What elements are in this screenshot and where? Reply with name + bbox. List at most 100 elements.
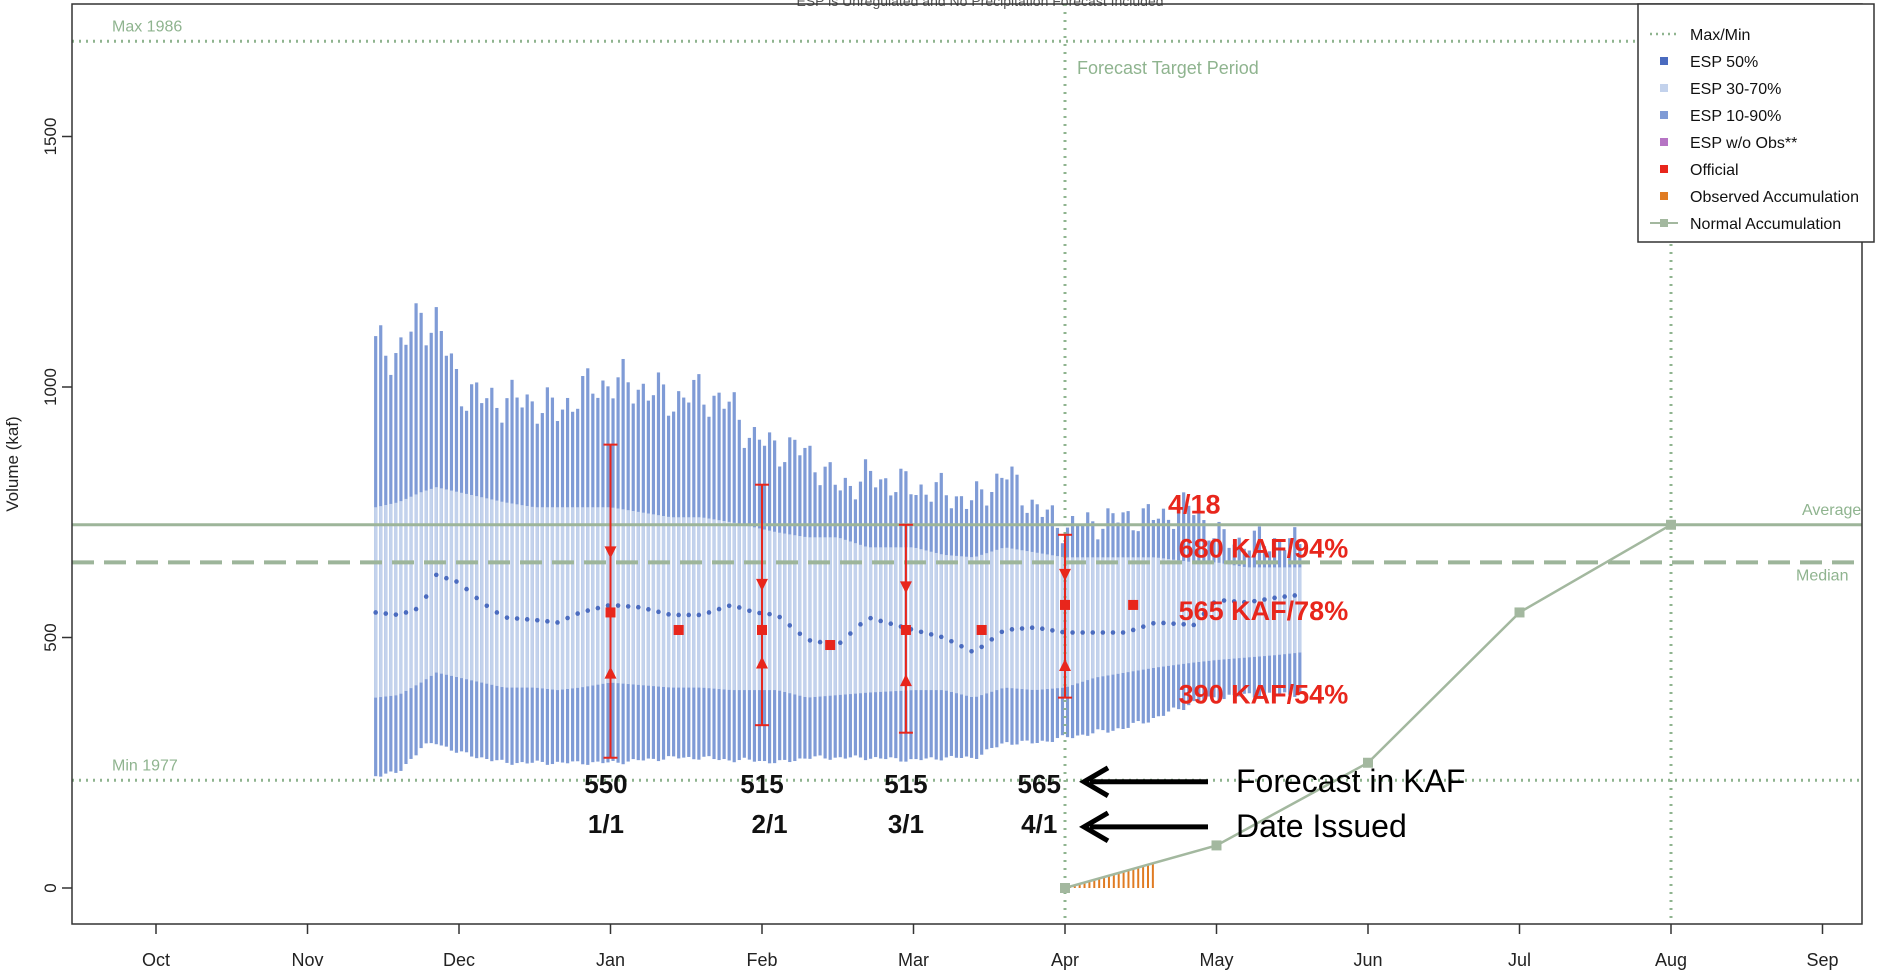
forecast-kaf-label: 565 [1018,769,1061,799]
x-tick-label: Jan [596,950,625,970]
esp-50-point [1282,594,1287,599]
esp-30-70-bar [449,490,454,676]
esp-30-70-bar [490,499,494,685]
esp-50-point [595,605,601,611]
esp-30-70-bar [1232,565,1236,659]
esp-30-70-bar [374,507,378,698]
esp-30-70-bar [1187,561,1191,664]
esp-50-point [1181,622,1186,627]
esp-50-point [1211,600,1217,606]
esp-30-70-bar [717,520,721,690]
esp-30-70-bar [540,507,544,689]
esp-30-70-bar [808,537,812,698]
accumulation-layer [1060,519,1676,893]
esp-30-70-bar [1025,551,1029,690]
esp-50-point [1050,628,1055,633]
esp-50-point [1171,621,1176,626]
esp-50-point [545,619,550,624]
esp-30-70-bar [975,556,979,697]
esp-50-point [938,634,944,640]
esp-30-70-bar [853,543,858,694]
esp-30-70-bar [1050,555,1054,689]
official-70-marker [604,546,617,559]
legend-item: Normal Accumulation [1650,216,1841,233]
esp-50-point [444,575,449,581]
esp-30-70-bar [909,547,913,691]
legend-item: ESP 50% [1660,54,1758,71]
normal-accumulation-point [1514,607,1525,618]
esp-30-70-bar [848,541,852,695]
normal-accumulation-point [1060,883,1070,893]
esp-30-70-bar [778,532,782,691]
esp-30-70-bar [712,519,716,689]
esp-50-point [635,604,641,610]
legend-swatch [1660,84,1668,92]
esp-30-70-bar [576,507,580,688]
esp-30-70-bar [429,488,433,676]
esp-30-70-bar [565,507,570,689]
esp-30-70-bar [747,526,751,691]
esp-30-70-bar [409,496,413,689]
legend-swatch [1660,111,1668,119]
esp-50-point [514,616,520,621]
legend-item: ESP 30-70% [1660,81,1781,98]
esp-30-70-bar [530,506,534,688]
esp-50-point [504,615,510,620]
normal-accumulation-point [1666,519,1676,530]
official-70-marker [1059,568,1071,581]
max-line-label: Max 1986 [112,18,182,35]
esp-30-70-bar [505,502,509,688]
esp-30-70-bar [798,536,802,696]
esp-30-70-bar [485,498,489,684]
esp-50-point [605,603,611,608]
esp-30-70-bar [1070,557,1075,686]
forecast-kaf-arrow-label: Forecast in KAF [1236,763,1465,799]
x-tick-label: Oct [142,950,170,970]
esp-50-point [534,617,540,623]
official-point [1060,599,1070,610]
esp-30-70-bar [454,491,459,678]
esp-50-point [706,610,712,615]
official-30-marker [604,666,617,679]
esp-50-point [433,572,439,578]
esp-30-70-bar [1166,559,1171,666]
esp-50-point [979,644,984,650]
esp-50-point [474,595,479,601]
esp-30-70-bar [591,507,595,686]
esp-50-point [423,594,429,599]
esp-30-70-bar [1151,557,1155,668]
axes-layer: 0 500 1000 1500 Volume (kaf) Oct Nov Dec Jan Feb M… [3,3,1863,970]
esp-50-point [403,610,409,615]
esp-30-70-bar [550,507,555,690]
esp-30-70-bar [404,498,408,691]
esp-30-70-bar [762,529,767,691]
esp-50-point [807,638,813,643]
esp-30-70-bar [924,550,928,691]
official-point [605,607,616,618]
official-point [1128,599,1139,610]
esp-50-point [1110,630,1116,635]
esp-50-point [1221,598,1227,603]
esp-50-point [1009,627,1015,632]
esp-30-70-bar [389,503,393,696]
esp-30-70-bar [1192,562,1196,663]
esp-30-70-bar [1283,567,1287,655]
esp-50-point [696,612,702,618]
esp-30-70-bar [1121,557,1125,673]
esp-30-70-bar [773,531,777,691]
esp-30-70-bar [934,552,938,691]
esp-50-point [373,610,378,615]
esp-30-70-bar [641,512,645,686]
esp-30-70-bar [1060,556,1065,688]
esp-30-70-bar [1101,557,1105,677]
esp-50-point [1201,611,1207,617]
arrow-head [1079,765,1110,798]
esp-30-70-bar [1136,557,1140,671]
esp-30-70-bar [459,492,464,679]
esp-50-point [1120,630,1126,635]
legend-label: ESP 50% [1690,54,1758,71]
esp-30-70-bar [697,517,701,688]
esp-30-70-bar [475,496,479,682]
esp-30-70-bar [929,551,933,691]
esp-30-70-bar [1131,557,1135,672]
